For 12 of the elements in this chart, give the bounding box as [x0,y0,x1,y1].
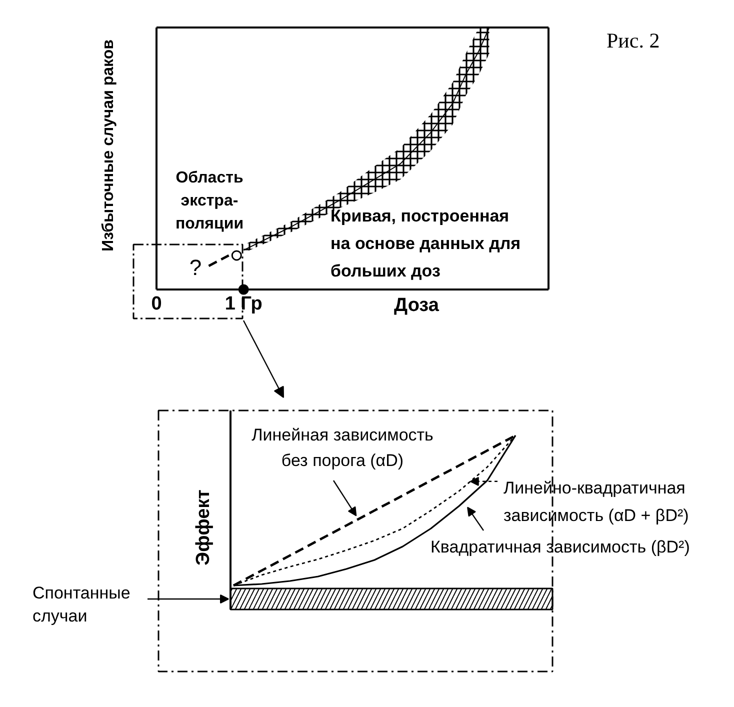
series-label: Линейная зависимость без порога (αD) [252,426,434,470]
y-axis-title: Эффект [193,490,214,566]
y-axis-title: Избыточные случаи раков [100,39,117,252]
annotation: Область экстра- поляции [175,170,244,232]
band-label: Спонтанные случаи [32,584,130,626]
series-label: Кривая, построенная на основе данных для больших доз [330,206,521,281]
legend-label: Линейно-квадратичная зависимость (αD + βD²) [504,478,689,526]
text: Рис. 2 [606,28,660,52]
annotation: ? [189,255,202,280]
series-label: Квадратичная зависимость (βD²) [430,538,690,556]
x-tick-label: 0 [151,294,162,314]
x-axis-title: Доза [394,295,440,316]
